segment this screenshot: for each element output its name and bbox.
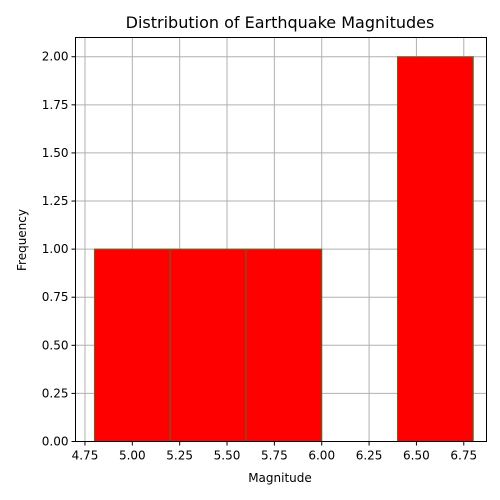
x-tick-label: 6.25: [356, 449, 383, 463]
histogram-bar: [93, 248, 171, 442]
y-tick-label: 0.00: [42, 435, 69, 449]
x-tick-label: 5.25: [166, 449, 193, 463]
plot-frame: [75, 37, 487, 442]
y-tick-label: 1.25: [42, 194, 69, 208]
x-axis-ticks: 4.75 5.00 5.25 5.50 5.75 6.00 6.25 6.50 6.75: [72, 441, 477, 463]
y-tick-label: 0.75: [42, 290, 69, 304]
x-tick-label: 4.75: [72, 449, 99, 463]
y-tick-label: 1.00: [42, 242, 69, 256]
chart-title: Distribution of Earthquake Magnitudes: [126, 13, 435, 32]
x-tick-label: 5.50: [214, 449, 241, 463]
y-tick-label: 0.25: [42, 386, 69, 400]
y-axis-ticks: 0.00 0.25 0.50 0.75 1.00 1.25 1.50 1.75 2.00: [42, 50, 76, 449]
histogram-bars: [93, 56, 474, 442]
y-tick-label: 1.50: [42, 146, 69, 160]
x-tick-label: 6.00: [308, 449, 335, 463]
y-tick-label: 1.75: [42, 98, 69, 112]
x-tick-label: 5.75: [261, 449, 288, 463]
x-axis-label: Magnitude: [248, 471, 312, 485]
histogram-bar: [169, 248, 247, 442]
y-tick-label: 2.00: [42, 50, 69, 64]
y-axis-label: Frequency: [15, 209, 29, 271]
x-tick-label: 6.75: [450, 449, 477, 463]
y-tick-label: 0.50: [42, 338, 69, 352]
x-tick-label: 6.50: [403, 449, 430, 463]
histogram-bar: [396, 56, 474, 442]
x-tick-label: 5.00: [119, 449, 146, 463]
histogram-bar: [245, 248, 323, 442]
